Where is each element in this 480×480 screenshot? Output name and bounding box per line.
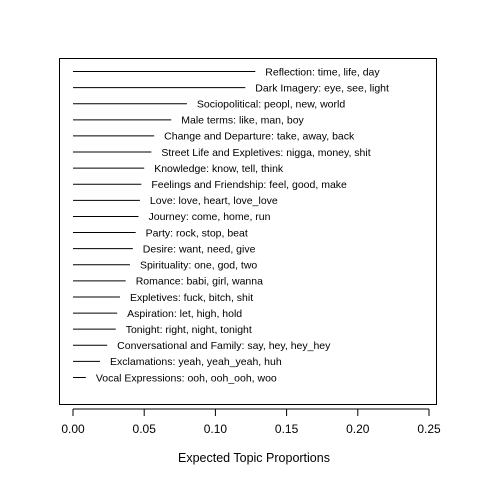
topic-label: Exclamations: yeah, yeah_yeah, huh: [110, 356, 282, 368]
topic-label: Love: love, heart, love_love: [150, 195, 278, 207]
topic-label: Reflection: time, life, day: [265, 66, 380, 78]
x-tick-label: 0.10: [204, 422, 228, 436]
topic-label: Street Life and Expletives: nigga, money…: [161, 147, 370, 159]
x-tick-label: 0.05: [133, 422, 157, 436]
topic-label: Change and Departure: take, away, back: [164, 131, 355, 143]
x-tick-label: 0.00: [61, 422, 85, 436]
topic-label: Sociopolitical: peopl, new, world: [197, 99, 345, 111]
topic-label: Romance: babi, girl, wanna: [136, 276, 263, 288]
topic-label: Tonight: right, night, tonight: [126, 324, 252, 336]
topic-label: Feelings and Friendship: feel, good, mak…: [151, 179, 347, 191]
topic-label: Journey: come, home, run: [149, 211, 271, 223]
topic-label: Party: rock, stop, beat: [146, 227, 248, 239]
topic-label: Vocal Expressions: ooh, ooh_ooh, woo: [96, 372, 277, 384]
topic-label: Male terms: like, man, boy: [181, 115, 304, 127]
topic-label: Conversational and Family: say, hey, hey…: [117, 340, 331, 352]
topic-label: Aspiration: let, high, hold: [127, 308, 242, 320]
plot-frame: [59, 58, 437, 405]
topic-bars-group: Reflection: time, life, day Dark Imagery:…: [73, 66, 389, 384]
topic-label: Expletives: fuck, bitch, shit: [130, 292, 253, 304]
topic-label: Desire: want, need, give: [143, 243, 256, 255]
topic-label: Knowledge: know, tell, think: [154, 163, 284, 175]
x-tick-label: 0.15: [275, 422, 299, 436]
x-axis-title: Expected Topic Proportions: [178, 451, 330, 465]
x-axis: 0.00 0.05 0.10 0.15 0.20 0.25: [61, 408, 441, 436]
x-tick-label: 0.25: [417, 422, 441, 436]
x-tick-label: 0.20: [346, 422, 370, 436]
topic-label: Spirituality: one, god, two: [140, 260, 257, 272]
topic-label: Dark Imagery: eye, see, light: [255, 82, 389, 94]
